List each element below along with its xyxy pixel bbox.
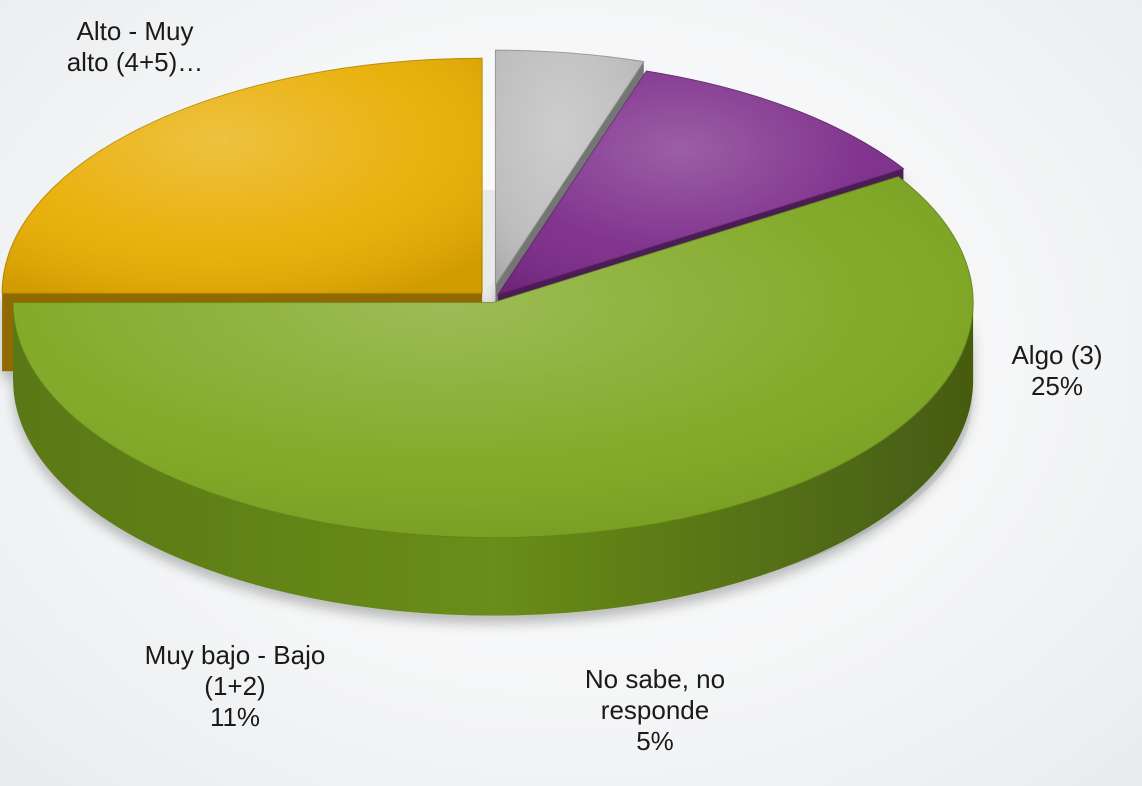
slice-label-line: Algo (3) [1011,340,1103,370]
slice-label-line: No sabe, no [584,664,726,694]
slice-label-line: 11% [209,702,261,732]
pie-slice-highlight [2,58,483,294]
slice-label-no-sabe: No sabe, no responde 5% [535,664,775,757]
pie-slice-outer-wall [13,302,974,616]
slice-label-line: 25% [1030,371,1084,401]
slice-label-alto-muy-alto: Alto - Muy alto (4+5)… [30,16,240,78]
pie-slice-highlight [13,176,974,538]
slice-label-line: responde [600,695,710,725]
slice-label-line: alto (4+5)… [66,47,204,77]
slice-label-muy-bajo: Muy bajo - Bajo (1+2) 11% [90,640,380,733]
slice-label-line: 5% [636,726,674,756]
slice-label-line: Alto - Muy [76,16,194,46]
slice-label-line: Muy bajo - Bajo [144,640,326,670]
slice-label-line: (1+2) [204,671,266,701]
slice-label-algo: Algo (3) 25% [972,340,1142,402]
pie-slice-highlight [495,50,644,286]
pie-slice-highlight [498,71,904,295]
